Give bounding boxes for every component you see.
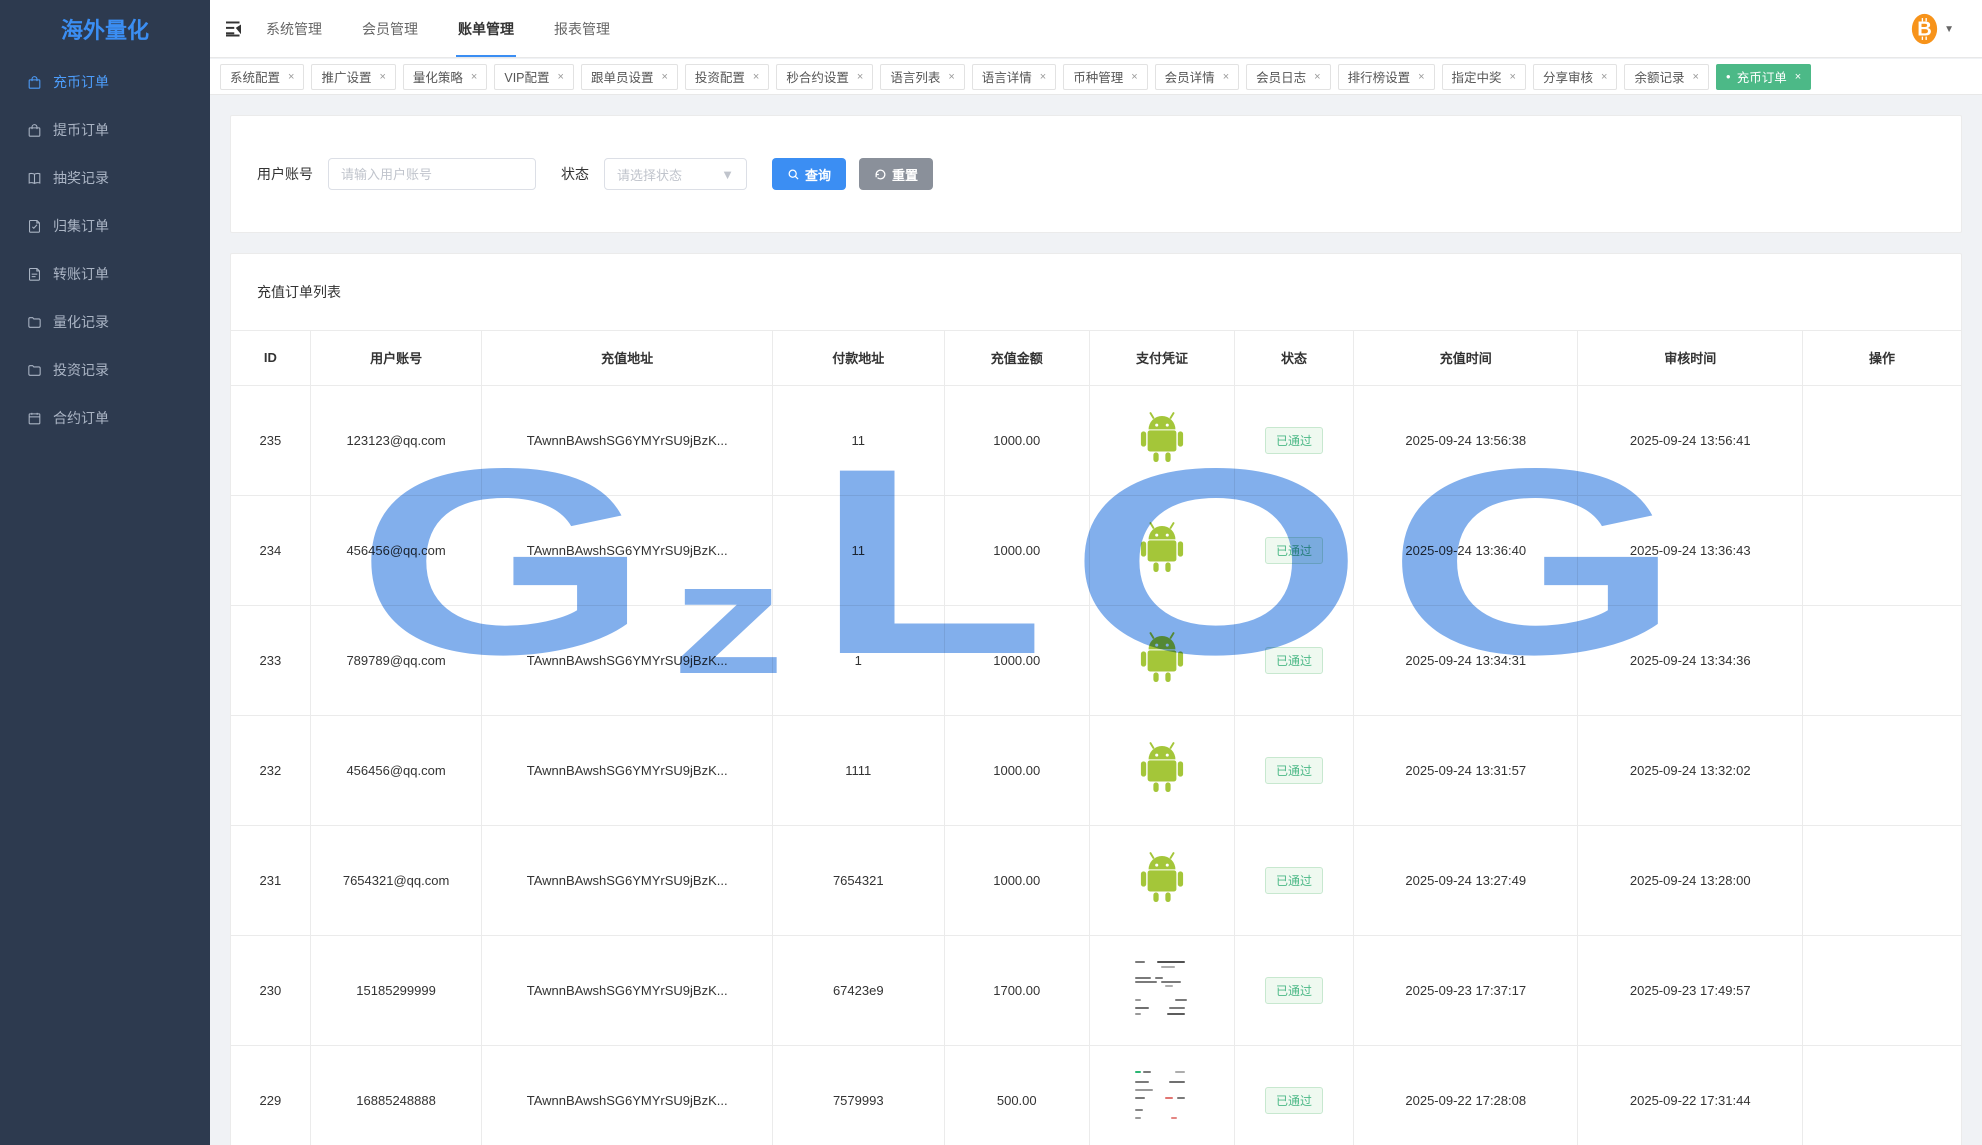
svg-text:B: B	[1917, 19, 1932, 41]
